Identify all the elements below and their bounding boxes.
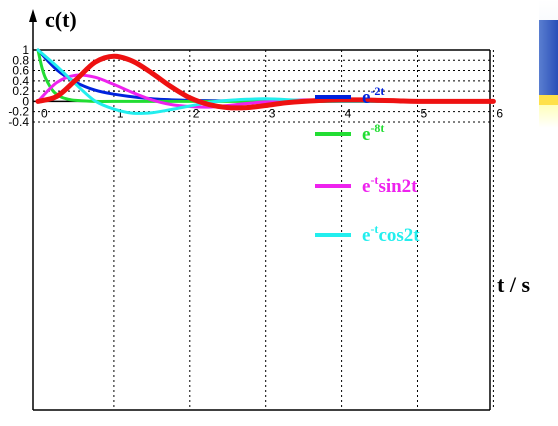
y-tick-label: 1: [22, 43, 29, 57]
x-tick-label: 6: [496, 106, 503, 120]
y-tick-label: 0.4: [12, 74, 29, 88]
y-tick-label: 0.6: [12, 64, 29, 78]
y-tick-label: -0.4: [8, 115, 29, 129]
response-chart: 10.80.60.40.20-0.2-0.40 1 2 3 4 5 6 e-2te-8te-…: [8, 7, 530, 411]
legend-label: e-tsin2t: [362, 173, 418, 197]
x-tick-label: 4: [345, 106, 352, 120]
y-axis-arrow: [29, 9, 37, 22]
x-tick-label: 1: [117, 106, 124, 120]
y-tick-label: 0: [22, 94, 29, 108]
series-line-red-response: [35, 53, 496, 111]
x-tick-label: 2: [193, 106, 200, 120]
y-tick-label: -0.2: [8, 105, 29, 119]
y-tick-label: 0.2: [12, 84, 29, 98]
y-tick-label: 0.8: [12, 53, 29, 67]
x-axis-title: t / s: [497, 272, 530, 297]
legend-label: e-2t: [362, 84, 384, 108]
side-blue-band: [539, 20, 558, 95]
tick-labels: 10.80.60.40.20-0.2-0.40 1 2 3 4 5 6: [8, 43, 503, 129]
x-tick-label: 3: [269, 106, 276, 120]
side-decoration-strip: [539, 0, 558, 426]
legend-label: e-tcos2t: [362, 222, 420, 246]
x-tick-label: 5: [421, 106, 428, 120]
plot-area: [33, 50, 490, 410]
series-layer: [35, 48, 496, 115]
y-axis-title: c(t): [45, 7, 77, 32]
legend-label: e-8t: [362, 121, 384, 145]
side-yellow-band: [539, 95, 558, 105]
legend: e-2t e-8t e-tsin2t e-tcos2t: [315, 84, 420, 246]
x-tick-label: 0: [41, 106, 48, 120]
